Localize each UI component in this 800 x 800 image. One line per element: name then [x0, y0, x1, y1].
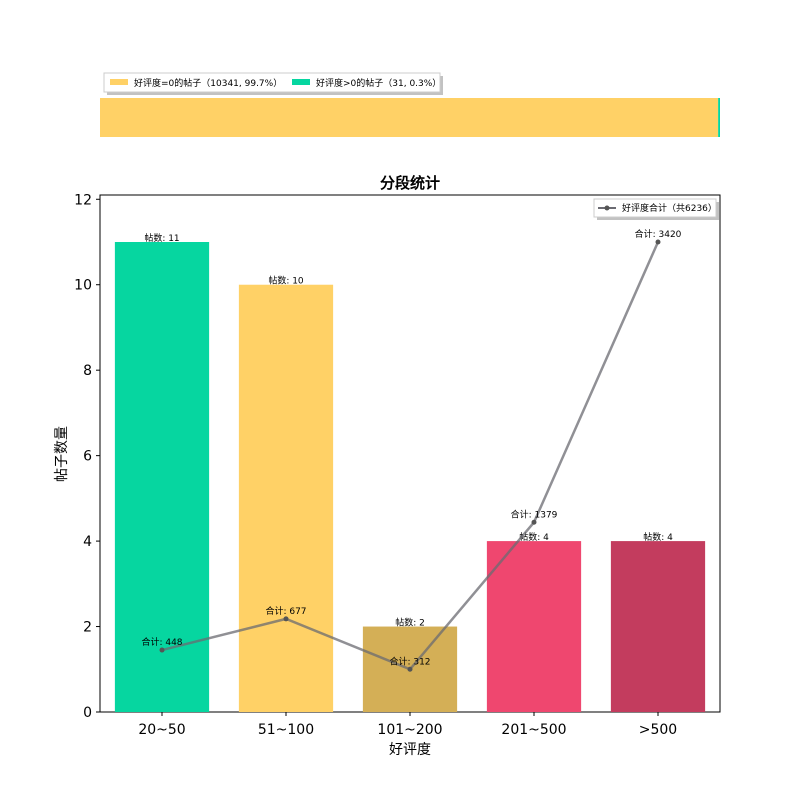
y-axis-label: 帖子数量: [54, 426, 70, 482]
bar-label-3: 帖数: 4: [519, 531, 549, 543]
bar-label-0: 帖数: 11: [144, 232, 179, 244]
chart-title: 分段统计: [380, 174, 440, 192]
y-axis: 0 2 4 6 8 10 12: [74, 192, 100, 721]
y-tick-label-5: 10: [74, 278, 92, 294]
y-tick-label-6: 12: [74, 192, 92, 208]
y-tick-label-3: 6: [83, 449, 92, 465]
legend-swatch-zero: [110, 79, 128, 85]
line-legend-label: 好评度合计（共6236）: [622, 202, 717, 214]
bar-label-2: 帖数: 2: [395, 617, 425, 629]
x-axis: 20~50 51~100 101~200 201~500 >500: [138, 712, 677, 738]
x-tick-label-3: 201~500: [501, 722, 566, 738]
line-point-0: [159, 647, 165, 653]
x-tick-label-1: 51~100: [258, 722, 314, 738]
x-tick-label-2: 101~200: [377, 722, 442, 738]
proportion-segment-0: [100, 98, 719, 137]
x-axis-label: 好评度: [389, 742, 431, 758]
bars: 帖数: 11 帖数: 10 帖数: 2 帖数: 4 帖数: 4: [114, 232, 706, 712]
stacked-proportion-bar: [100, 98, 720, 137]
line-point-3: [531, 519, 537, 525]
bar-0: [114, 242, 210, 712]
bar-1: [238, 284, 334, 712]
y-tick-label-2: 4: [83, 534, 92, 550]
line-label-3: 合计: 1379: [511, 508, 558, 520]
line-label-2: 合计: 312: [389, 655, 430, 667]
line-point-1: [283, 616, 289, 622]
line-point-4: [655, 239, 661, 245]
bar-label-1: 帖数: 10: [268, 275, 304, 287]
x-tick-label-4: >500: [639, 722, 677, 738]
y-tick-label-0: 0: [83, 705, 92, 721]
legend-label-zero: 好评度=0的帖子（10341, 99.7%）: [134, 77, 282, 89]
line-label-0: 合计: 448: [141, 636, 182, 648]
bar-4: [610, 541, 706, 712]
line-path: [161, 241, 660, 671]
line-series: 合计: 448 合计: 677 合计: 312 合计: 1379 合计: 3420: [141, 228, 682, 672]
bar-3: [486, 541, 582, 712]
line-point-2: [407, 666, 413, 672]
top-legend: 好评度=0的帖子（10341, 99.7%） 好评度>0的帖子（31, 0.3%…: [103, 72, 443, 95]
line-label-1: 合计: 677: [265, 605, 306, 617]
bar-label-4: 帖数: 4: [643, 531, 673, 543]
line-legend: 好评度合计（共6236）: [593, 198, 719, 220]
legend-label-positive: 好评度>0的帖子（31, 0.3%）: [316, 77, 441, 89]
proportion-segment-1: [718, 98, 720, 137]
y-tick-label-1: 2: [83, 620, 92, 636]
y-tick-label-4: 8: [83, 363, 92, 379]
x-tick-label-0: 20~50: [138, 722, 185, 738]
line-label-4: 合计: 3420: [635, 228, 682, 240]
legend-swatch-positive: [292, 79, 310, 85]
